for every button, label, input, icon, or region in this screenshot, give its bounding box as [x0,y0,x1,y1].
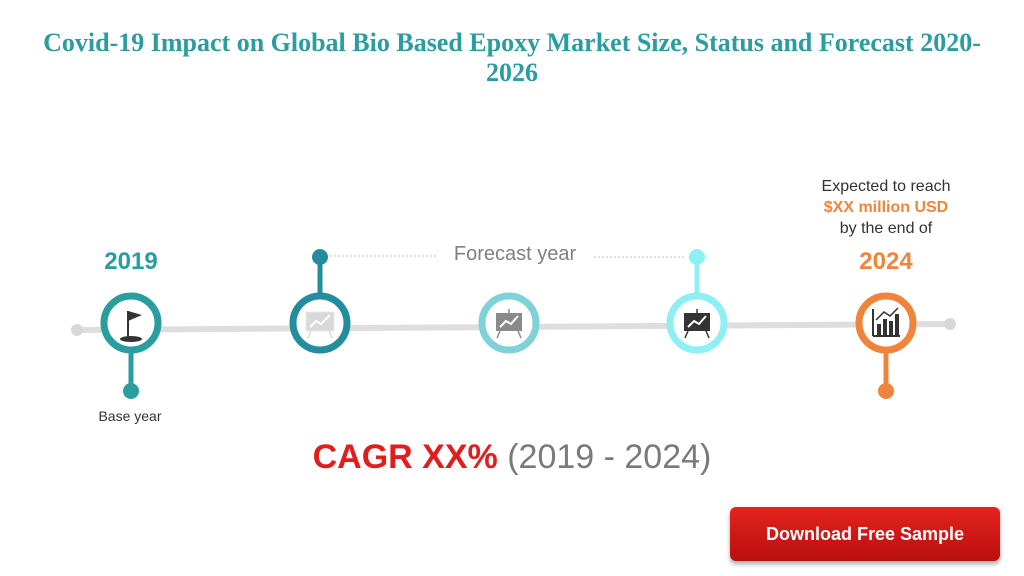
cagr-statement: CAGR XX% (2019 - 2024) [212,436,812,478]
bar-chart-icon [872,307,900,337]
presentation-chart-icon [684,309,710,339]
presentation-chart-icon [305,311,335,339]
expectation-line-1: Expected to reach [821,178,951,195]
presentation-chart-icon [496,309,522,339]
page-title: Covid-19 Impact on Global Bio Based Epox… [43,28,981,87]
cagr-range: (2019 - 2024) [507,438,712,476]
timeline-node-base [100,292,162,399]
start-year-label: 2019 [104,248,158,275]
timeline-start-dot [71,324,83,336]
cagr-value: CAGR XX% [312,438,498,476]
timeline-node-3 [478,292,540,354]
timeline-node-2 [289,249,351,354]
timeline-node-end [855,292,917,399]
expectation-line-3: by the end of [839,220,933,237]
download-free-sample-button[interactable]: Download Free Sample [730,507,1000,561]
expectation-note: Expected to reach $XX million USD by the… [786,176,986,239]
base-year-label: Base year [98,408,162,424]
expectation-value: $XX million USD [823,199,949,216]
timeline-end-dot [944,318,956,330]
end-year-label: 2024 [859,248,913,275]
flag-icon [120,311,142,342]
timeline-node-4 [666,249,728,354]
forecast-year-label: Forecast year [453,243,577,265]
